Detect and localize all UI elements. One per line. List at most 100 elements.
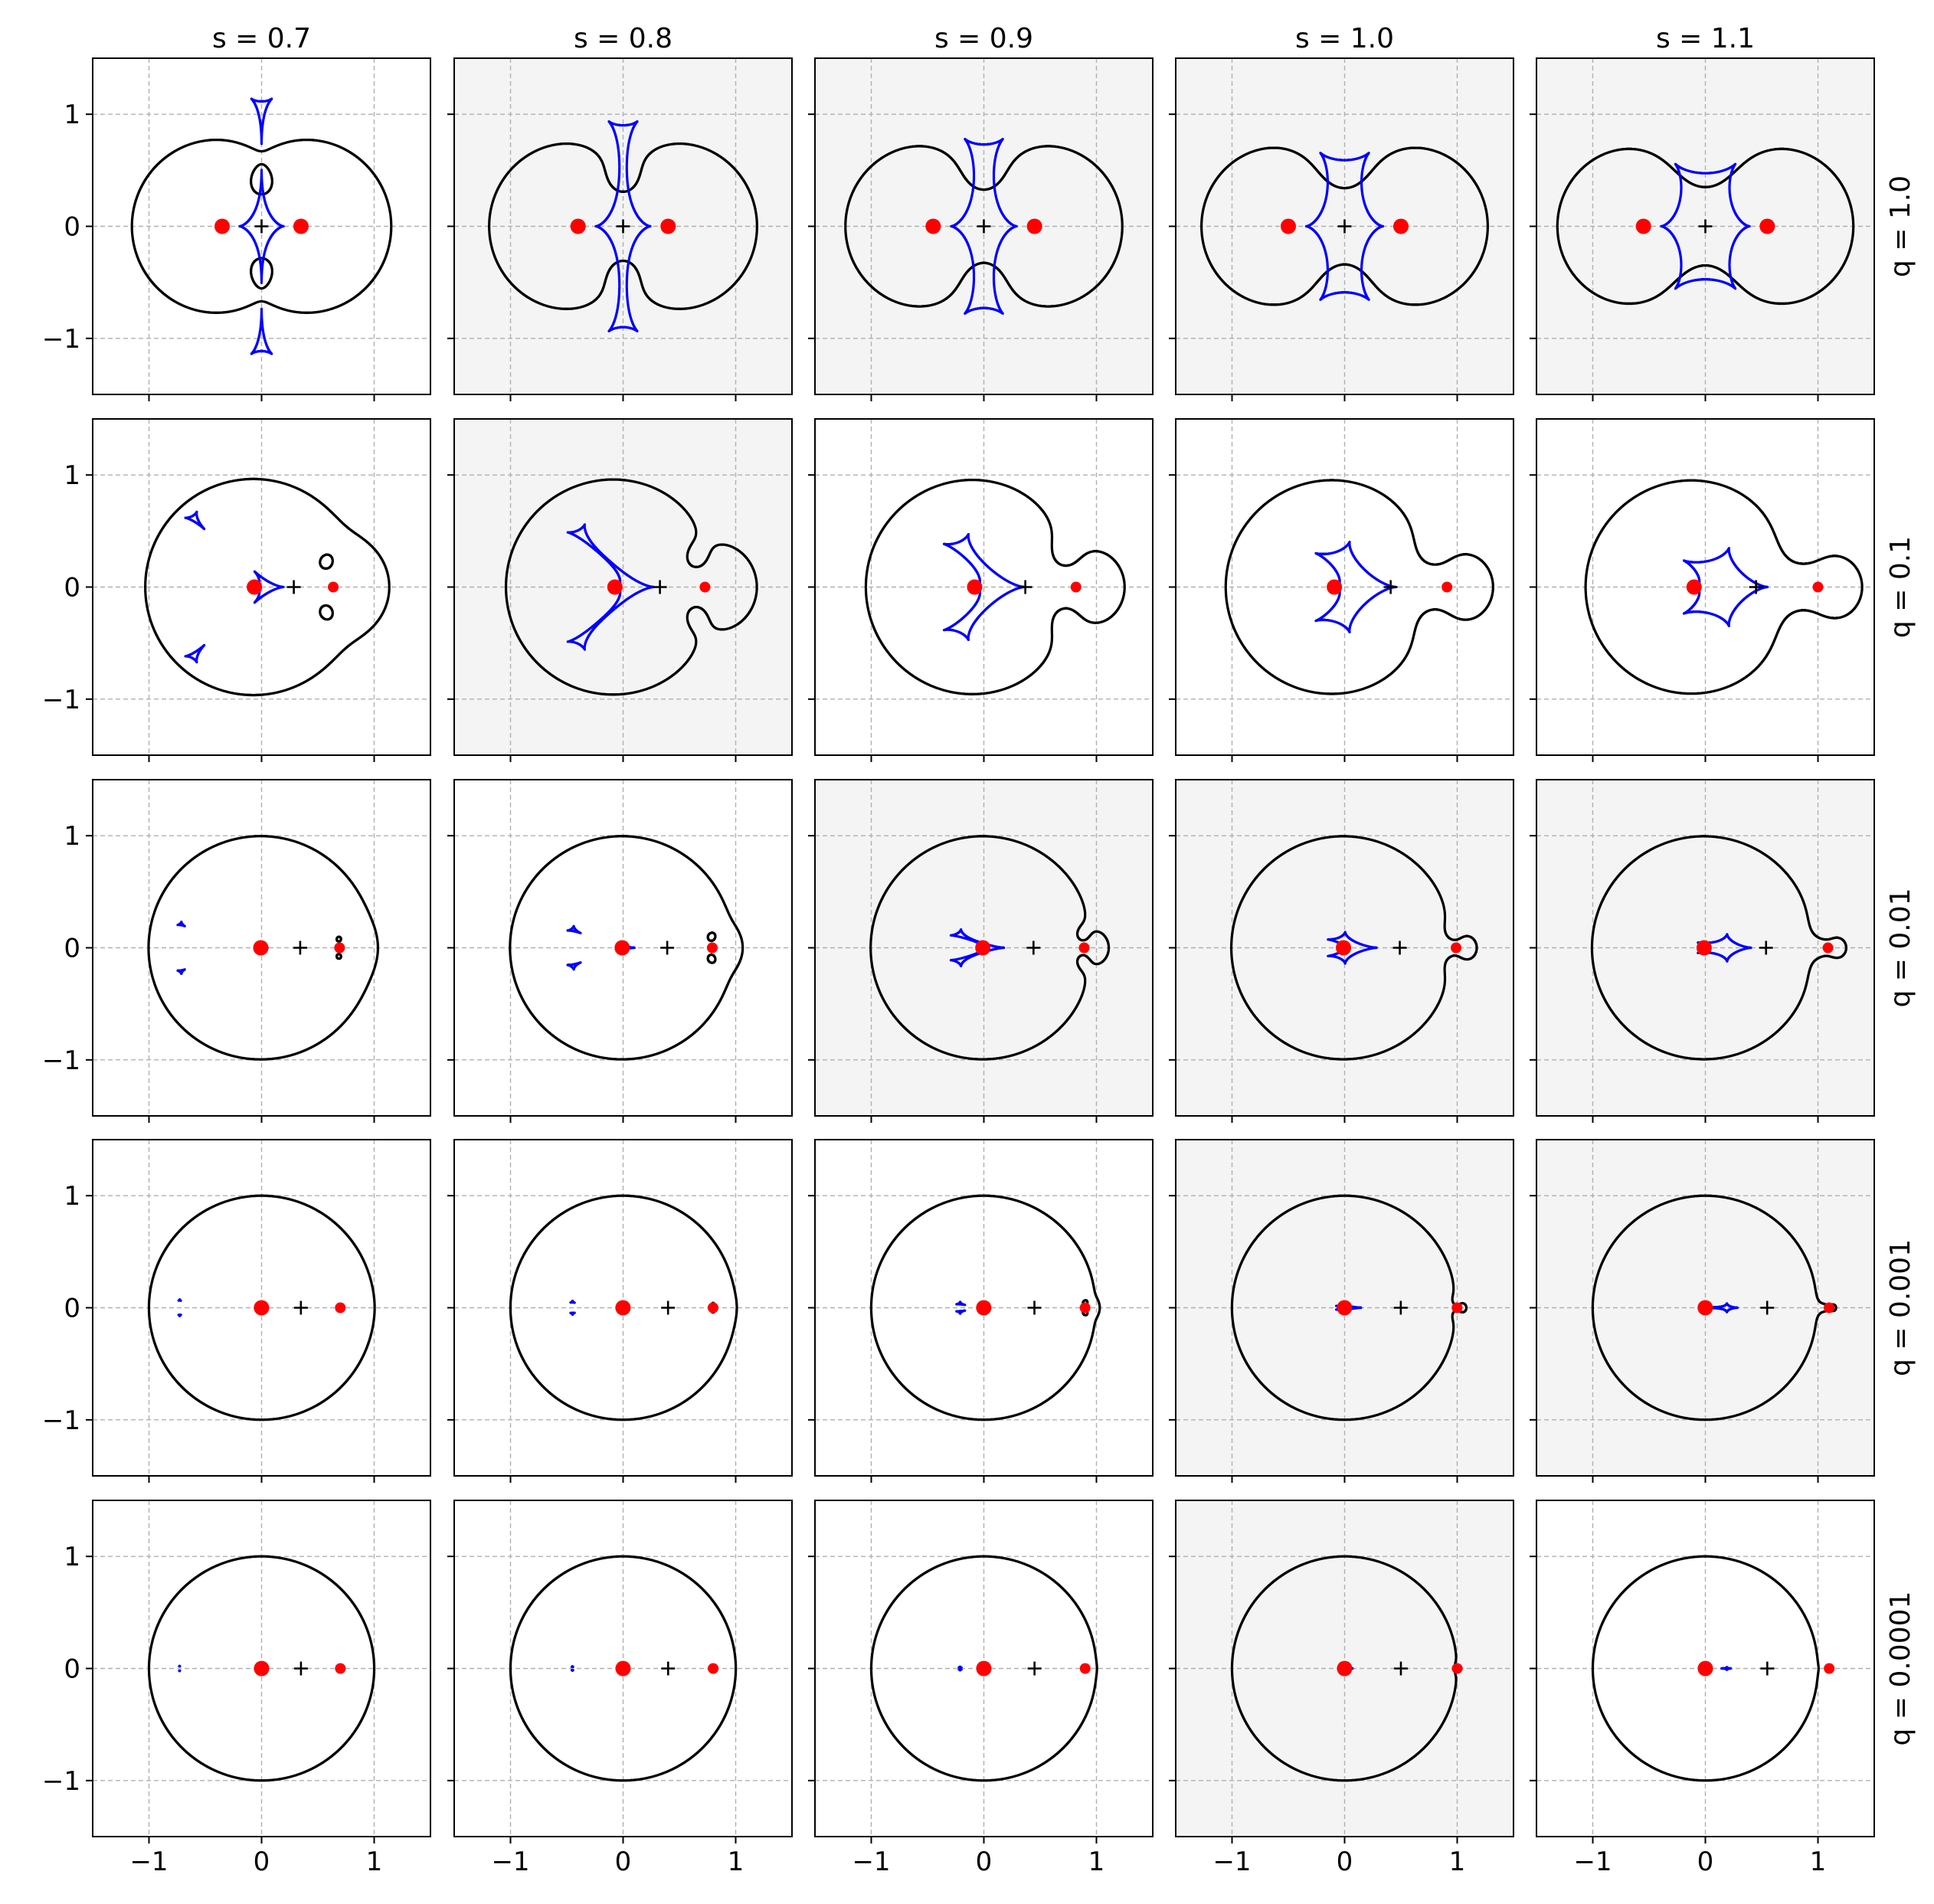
lens-primary — [1281, 219, 1296, 234]
y-tick-label: −1 — [42, 1405, 80, 1436]
lens-primary — [1697, 1300, 1713, 1316]
row-title: q = 1.0 — [1885, 175, 1916, 277]
y-tick-label: −1 — [42, 1045, 80, 1076]
y-tick-label: 0 — [64, 1654, 80, 1685]
panel — [808, 780, 1153, 1123]
panels: −101−101−101−101−1 0 1−101−1 0 1 −1 0 1 −1 0 1 −1 0 1 — [42, 58, 1874, 1877]
y-tick-label: 0 — [64, 1294, 80, 1324]
y-tick-label: 0 — [64, 212, 80, 243]
x-tick-label: −1 — [1573, 1847, 1612, 1877]
lens-secondary — [1442, 582, 1452, 593]
lens-secondary — [1451, 1664, 1462, 1674]
column-titles: s = 0.7 s = 0.8 s = 0.9 s = 1.0 s = 1.1 — [212, 23, 1755, 54]
column-title: s = 0.7 — [212, 23, 311, 54]
panel — [1530, 780, 1874, 1123]
lens-secondary — [328, 582, 339, 593]
panel — [447, 58, 792, 401]
lens-secondary — [293, 219, 309, 234]
row-title: q = 0.0001 — [1885, 1592, 1916, 1746]
lens-primary — [615, 1661, 630, 1677]
lens-secondary — [1027, 219, 1042, 234]
x-tick-label: 1 — [1810, 1847, 1827, 1877]
lens-primary — [1327, 580, 1342, 595]
lens-secondary — [1080, 1664, 1091, 1674]
x-tick-label: 0 — [1697, 1847, 1714, 1877]
panel — [1530, 419, 1874, 762]
lens-primary — [1697, 941, 1712, 956]
y-tick-label: −1 — [42, 685, 80, 715]
panel — [447, 419, 792, 762]
lens-secondary — [1451, 1303, 1462, 1313]
row-title: q = 0.01 — [1885, 888, 1916, 1007]
x-tick-label: 0 — [615, 1847, 632, 1877]
panel — [1169, 58, 1513, 401]
row-titles: q = 1.0 q = 0.1 q = 0.01 q = 0.001 q = 0.000… — [1885, 175, 1916, 1746]
x-tick-label: −1 — [491, 1847, 529, 1877]
lens-secondary — [334, 943, 345, 954]
panel: −1 0 1 — [1530, 1500, 1874, 1877]
lens-secondary — [1078, 943, 1089, 954]
panel — [1169, 780, 1513, 1123]
panel — [1530, 1140, 1874, 1483]
x-tick-label: 0 — [976, 1847, 993, 1877]
lens-secondary — [1451, 943, 1461, 954]
lens-secondary — [1823, 943, 1834, 954]
lens-primary — [1336, 941, 1351, 956]
lens-secondary — [1759, 219, 1775, 234]
x-tick-label: −1 — [852, 1847, 890, 1877]
x-tick-label: −1 — [1212, 1847, 1251, 1877]
x-tick-label: 1 — [728, 1847, 744, 1877]
lens-secondary — [1824, 1303, 1834, 1313]
lens-secondary — [708, 1303, 718, 1313]
column-title: s = 1.1 — [1656, 23, 1755, 54]
column-title: s = 1.0 — [1295, 23, 1394, 54]
lens-secondary — [335, 1303, 345, 1313]
panel — [447, 780, 792, 1123]
lens-primary — [254, 1300, 269, 1316]
panel — [1169, 1140, 1513, 1483]
y-tick-label: 0 — [64, 573, 80, 604]
x-tick-label: 0 — [1337, 1847, 1353, 1877]
lens-primary — [1687, 580, 1702, 595]
lens-secondary — [1824, 1664, 1834, 1674]
lens-primary — [967, 580, 982, 595]
x-tick-label: −1 — [129, 1847, 168, 1877]
panel: −101 — [42, 780, 430, 1123]
panel — [447, 1140, 792, 1483]
x-tick-label: 0 — [254, 1847, 270, 1877]
lens-secondary — [335, 1664, 345, 1674]
lens-primary — [614, 941, 630, 956]
lens-primary — [254, 1661, 269, 1677]
column-title: s = 0.9 — [934, 23, 1033, 54]
y-tick-label: −1 — [42, 324, 80, 355]
lens-primary — [925, 219, 941, 234]
y-tick-label: 1 — [64, 1542, 80, 1572]
lens-primary — [607, 580, 623, 595]
lens-primary — [976, 1300, 991, 1316]
lens-secondary — [660, 219, 676, 234]
lens-primary — [247, 580, 262, 595]
lens-secondary — [708, 1664, 718, 1674]
lens-primary — [1636, 219, 1651, 234]
y-tick-label: 1 — [64, 821, 80, 852]
row-title: q = 0.1 — [1885, 536, 1916, 638]
panel — [1169, 419, 1513, 762]
column-title: s = 0.8 — [574, 23, 672, 54]
lens-primary — [253, 941, 268, 956]
lens-secondary — [1080, 1303, 1091, 1313]
lens-primary — [571, 219, 586, 234]
panel — [808, 1140, 1153, 1483]
x-tick-label: 1 — [366, 1847, 383, 1877]
y-tick-label: 1 — [64, 100, 80, 130]
panel: −1 0 1 — [42, 419, 430, 762]
lens-secondary — [1393, 219, 1409, 234]
lens-primary — [1337, 1300, 1352, 1316]
lens-secondary — [699, 582, 710, 593]
panel: −1 0 1 — [447, 1500, 792, 1877]
lens-secondary — [1813, 582, 1824, 593]
panel — [808, 419, 1153, 762]
y-tick-label: 1 — [64, 460, 80, 491]
row-title: q = 0.001 — [1885, 1239, 1916, 1376]
